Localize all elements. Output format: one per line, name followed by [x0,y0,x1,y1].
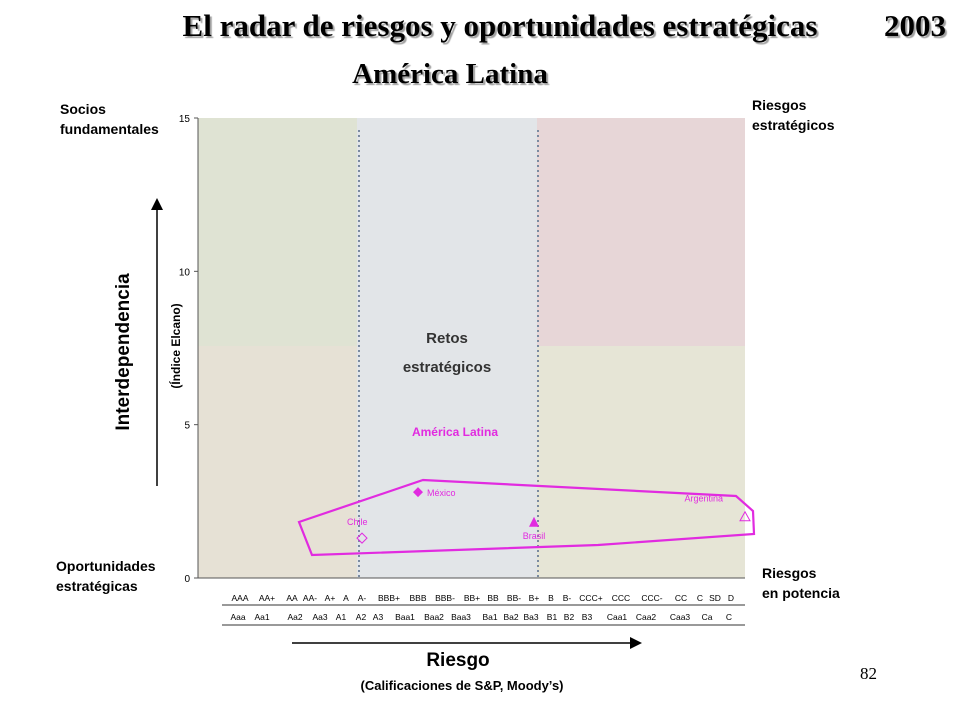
y-tick-label: 10 [179,267,191,278]
sp-rating-label: SD [709,593,721,603]
sp-rating-label: AA [286,593,298,603]
corner-label-riesgos-potencia: Riesgos en potencia [762,565,840,601]
sp-rating-label: B- [563,593,572,603]
moodys-rating-label: Ba1 [482,612,497,622]
year-label: 2003 [884,8,946,43]
moodys-rating-label: A2 [356,612,367,622]
retos-label-line1: Retos [426,330,468,347]
moodys-rating-label: Aa1 [254,612,269,622]
y-tick-label: 0 [184,574,190,585]
sp-rating-label: D [728,593,734,603]
corner-label-riesgos-estrategicos: Riesgos estratégicos [752,97,835,133]
sp-rating-label: BBB [409,593,426,603]
moodys-rating-label: B1 [547,612,558,622]
point-chile-label: Chile [347,517,368,527]
moodys-rating-label: Aa3 [312,612,327,622]
region-riesgos-potencia [537,346,745,578]
sp-rating-label: BB+ [464,593,480,603]
moodys-rating-label: A1 [336,612,347,622]
moodys-rating-label: B2 [564,612,575,622]
point-brasil-label: Brasil [523,531,546,541]
america-latina-outline [297,478,756,557]
page-number: 82 [860,664,877,683]
moodys-rating-label: Aa2 [287,612,302,622]
corner-label-socios: Socios fundamentales [60,101,159,137]
x-arrow-head [630,637,642,649]
moodys-rating-label: C [726,612,732,622]
point-brasil [529,516,539,527]
sp-rating-label: AA- [303,593,317,603]
y-axis-subtitle: (Índice Elcano) [168,303,183,388]
moodys-rating-label: Aaa [230,612,245,622]
sp-rating-label: BB- [507,593,521,603]
moodys-rating-label: Ba3 [523,612,538,622]
sp-rating-label: BB [487,593,499,603]
moodys-rating-label: Ba2 [503,612,518,622]
point-chile [356,532,368,544]
region-retos-estrategicos [357,118,537,578]
sp-rating-label: B [548,593,554,603]
group-label-america-latina: América Latina [412,425,498,439]
x-axis-subtitle: (Calificaciones de S&P, Moody’s) [361,678,564,693]
sp-rating-label: BBB+ [378,593,400,603]
region-socios-fundamentales [198,118,357,346]
y-tick-label: 5 [184,421,190,432]
y-arrow-head [151,198,163,210]
slide-title: El radar de riesgos y oportunidades estr… [182,8,818,43]
x-axis-title: Riesgo [426,650,489,671]
sp-rating-label: A- [358,593,367,603]
sp-rating-label: A [343,593,349,603]
y-axis-title: Interdependencia [113,273,134,431]
sp-rating-label: CCC+ [579,593,602,603]
sp-rating-label: AAA [231,593,248,603]
point-mxico-label: México [427,488,456,498]
moodys-rating-label: A3 [373,612,384,622]
slide-subtitle: América Latina [352,58,548,90]
moodys-rating-label: Caa2 [636,612,657,622]
moodys-rating-label: Caa3 [670,612,691,622]
sp-rating-label: C [697,593,703,603]
sp-rating-label: CC [675,593,687,603]
moodys-rating-label: Baa1 [395,612,415,622]
corner-label-oportunidades: Oportunidades estratégicas [56,558,156,594]
sp-rating-label: B+ [529,593,540,603]
moodys-rating-label: B3 [582,612,593,622]
point-argentina [739,510,751,522]
region-oportunidades [198,346,357,578]
sp-rating-label: A+ [325,593,336,603]
sp-rating-label: CCC [612,593,630,603]
sp-rating-label: BBB- [435,593,455,603]
sp-rating-label: CCC- [641,593,662,603]
point-mxico [413,487,423,498]
moodys-rating-label: Baa2 [424,612,444,622]
moodys-rating-label: Caa1 [607,612,628,622]
region-riesgos-estrategicos [537,118,745,346]
retos-label-line2: estratégicos [403,359,491,376]
sp-rating-label: AA+ [259,593,275,603]
point-argentina-label: Argentina [684,494,723,504]
moodys-rating-label: Ca [702,612,713,622]
y-tick-label: 15 [179,114,191,125]
moodys-rating-label: Baa3 [451,612,471,622]
